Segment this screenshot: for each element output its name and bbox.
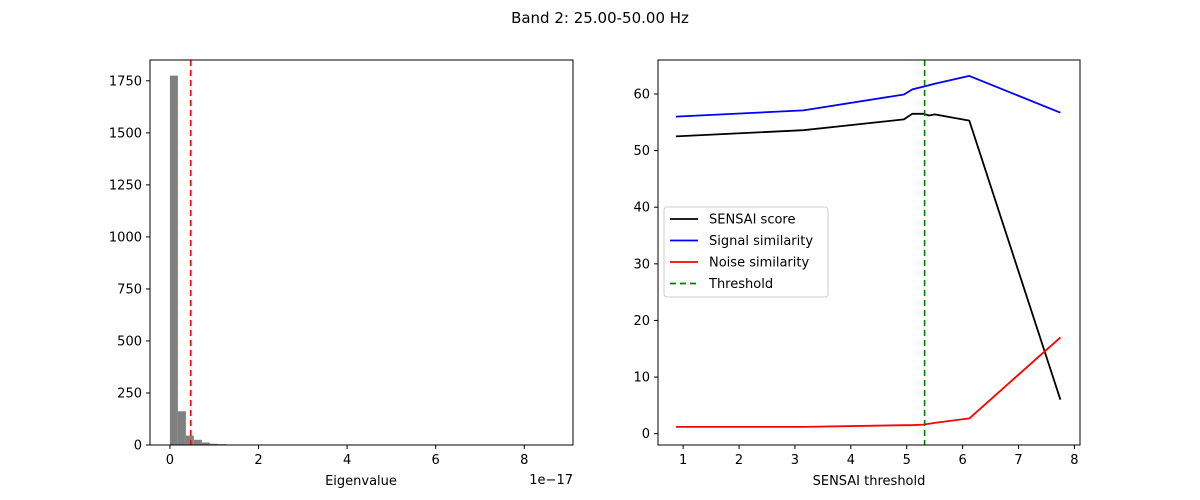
histogram-x-tick-label: 6 bbox=[432, 453, 440, 468]
histogram-x-tick-label: 8 bbox=[520, 453, 528, 468]
line-y-tick-label: 50 bbox=[633, 144, 650, 159]
histogram-x-tick-label: 4 bbox=[343, 453, 351, 468]
line-x-tick-label: 4 bbox=[847, 453, 855, 468]
figure-title: Band 2: 25.00-50.00 Hz bbox=[511, 9, 689, 27]
line-y-tick-label: 40 bbox=[633, 201, 650, 216]
histogram-bar bbox=[177, 411, 186, 445]
histogram-bar bbox=[209, 443, 218, 445]
signal-similarity-line bbox=[675, 75, 1061, 118]
line-series-group bbox=[675, 75, 1062, 428]
sensai-threshold-panel: 1 2 3 4 5 6 7 8 0 10 20 30 40 50 60 SENSAI threshold S… bbox=[633, 59, 1081, 489]
line-y-tick-label: 0 bbox=[642, 427, 650, 442]
histogram-y-tick-label: 250 bbox=[117, 386, 142, 401]
legend-box bbox=[663, 206, 829, 298]
histogram-y-tick-label: 500 bbox=[117, 334, 142, 349]
histogram-y-tick-label: 1250 bbox=[109, 178, 142, 193]
line-x-tick-label: 1 bbox=[679, 453, 687, 468]
legend-label: Threshold bbox=[708, 277, 773, 292]
line-x-tick-label: 5 bbox=[903, 453, 911, 468]
histogram-y-tick-label: 1500 bbox=[109, 126, 142, 141]
sensai-score-line bbox=[675, 112, 1062, 400]
line-y-tick-label: 30 bbox=[633, 257, 650, 272]
histogram-y-tick-label: 1750 bbox=[109, 74, 142, 89]
histogram-y-tick-label: 0 bbox=[134, 439, 142, 454]
line-x-label: SENSAI threshold bbox=[813, 474, 926, 489]
legend-label: Signal similarity bbox=[709, 234, 813, 249]
histogram-y-tick-label: 750 bbox=[117, 282, 142, 297]
line-x-tick-label: 8 bbox=[1070, 453, 1078, 468]
histogram-bars bbox=[169, 75, 242, 446]
histogram-y-tick-label: 1000 bbox=[109, 230, 142, 245]
legend-label: Noise similarity bbox=[709, 256, 809, 271]
eigenvalue-histogram-panel: 0 2 4 6 8 0 250 500 750 1000 1250 1500 1750 Eigenval… bbox=[109, 59, 574, 489]
legend: SENSAI score Signal similarity Noise simil… bbox=[663, 206, 829, 298]
histogram-bar bbox=[193, 439, 202, 445]
line-y-tick-label: 20 bbox=[633, 314, 650, 329]
line-x-tick-label: 7 bbox=[1014, 453, 1022, 468]
histogram-axes-frame bbox=[149, 59, 574, 446]
histogram-bar bbox=[169, 75, 178, 446]
line-y-tick-label: 10 bbox=[633, 371, 650, 386]
histogram-x-tick-label: 2 bbox=[254, 453, 262, 468]
line-axes-frame bbox=[657, 59, 1081, 446]
histogram-offset-text: 1e−17 bbox=[529, 473, 573, 488]
histogram-bar bbox=[201, 442, 210, 445]
line-y-tick-label: 60 bbox=[633, 87, 650, 102]
histogram-bar bbox=[185, 435, 194, 445]
noise-similarity-line bbox=[675, 336, 1061, 428]
line-x-tick-label: 2 bbox=[735, 453, 743, 468]
histogram-x-tick-label: 0 bbox=[166, 453, 174, 468]
legend-label: SENSAI score bbox=[709, 213, 795, 228]
line-x-tick-label: 3 bbox=[791, 453, 799, 468]
line-x-tick-label: 6 bbox=[958, 453, 966, 468]
histogram-x-label: Eigenvalue bbox=[325, 474, 397, 489]
